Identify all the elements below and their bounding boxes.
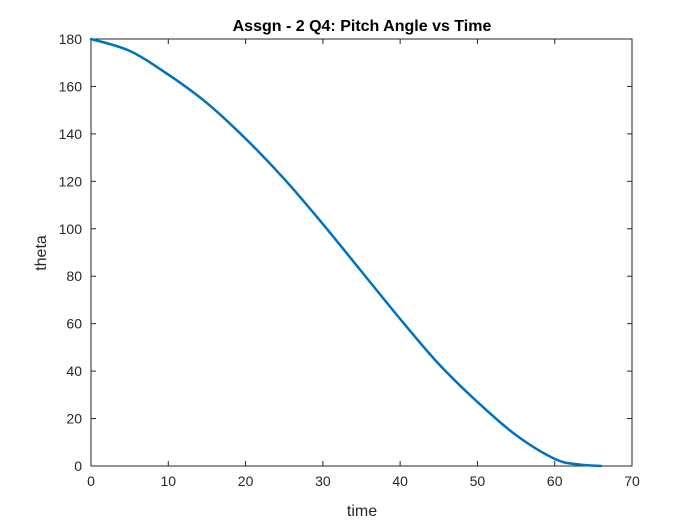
y-tick-label: 160 (59, 78, 83, 94)
x-axis-label: time (347, 503, 377, 520)
y-tick-label: 20 (66, 411, 82, 427)
x-tick-label: 30 (315, 473, 331, 489)
y-axis: 0 20 40 60 80 100 120 140 160 180 (59, 31, 632, 474)
x-tick-label: 0 (87, 473, 95, 489)
plot-area (90, 38, 633, 467)
x-tick-label: 70 (624, 473, 640, 489)
x-axis: 0 10 20 30 40 50 60 70 (87, 39, 640, 489)
y-tick-label: 0 (74, 458, 82, 474)
y-tick-label: 180 (59, 31, 83, 47)
y-tick-label: 80 (66, 268, 82, 284)
x-tick-label: 50 (470, 473, 486, 489)
series-group (89, 37, 603, 468)
y-tick-label: 60 (66, 316, 82, 332)
y-tick-label: 140 (59, 126, 83, 142)
x-tick-label: 20 (238, 473, 254, 489)
x-tick-label: 60 (547, 473, 563, 489)
y-axis-label: theta (33, 235, 50, 271)
x-tick-label: 40 (392, 473, 408, 489)
x-tick-label: 10 (160, 473, 176, 489)
y-tick-label: 40 (66, 363, 82, 379)
y-tick-label: 120 (59, 173, 83, 189)
chart-title: Assgn - 2 Q4: Pitch Angle vs Time (233, 18, 492, 35)
y-tick-label: 100 (59, 221, 83, 237)
series-line (89, 37, 603, 468)
